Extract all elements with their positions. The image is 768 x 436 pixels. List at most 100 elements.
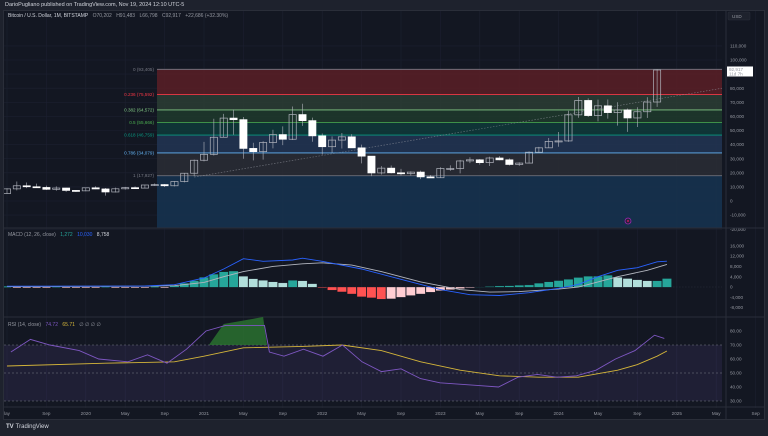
candle [22, 182, 31, 189]
candle [337, 133, 346, 149]
tradingview-logo[interactable]: TV TradingView [6, 424, 49, 430]
candle [91, 186, 100, 190]
chart-container[interactable]: 0 (93,405) 0.236 (75,592) 0.382 (64,572) 0.… [3, 10, 765, 420]
candle [544, 137, 553, 149]
rsi-value: 74.72 [45, 322, 58, 328]
candle [150, 183, 159, 186]
fib-band [157, 94, 722, 110]
svg-text:100,000: 100,000 [730, 58, 747, 63]
svg-text:Sep: Sep [633, 411, 642, 416]
svg-text:60.00: 60.00 [730, 357, 742, 362]
svg-text:40,000: 40,000 [730, 142, 744, 147]
svg-text:2020: 2020 [81, 411, 92, 416]
candle [406, 171, 415, 176]
candle [101, 188, 110, 196]
candle [278, 126, 287, 146]
ohlc-open: O70,202 [92, 13, 112, 19]
svg-text:May: May [712, 411, 721, 416]
macd-hist-value: 1,272 [60, 232, 73, 238]
candle [229, 109, 238, 135]
svg-text:50,000: 50,000 [730, 128, 744, 133]
svg-text:-4,000: -4,000 [730, 295, 743, 300]
currency-button[interactable] [727, 11, 751, 21]
candle [81, 187, 90, 192]
publisher-bar: DarioPugliano published on TradingView.c… [0, 0, 768, 10]
candle [318, 133, 327, 155]
candle [131, 186, 139, 190]
candle [121, 186, 130, 190]
candle [574, 96, 583, 118]
candle [495, 156, 504, 161]
svg-text:80,000: 80,000 [730, 86, 744, 91]
symbol-legend: Bitcoin / U.S. Dollar, 1M, BITSTAMP O70,… [8, 13, 231, 19]
svg-text:0.236 (75,592): 0.236 (75,592) [124, 92, 154, 97]
candle [288, 106, 297, 140]
svg-text:Sep: Sep [279, 411, 288, 416]
candle [446, 165, 455, 171]
svg-text:lay: lay [4, 411, 11, 416]
svg-text:-20,000: -20,000 [730, 227, 746, 232]
candle [4, 188, 11, 194]
svg-text:0.786 (34,079): 0.786 (34,079) [124, 150, 154, 155]
candle [170, 181, 179, 187]
fib-band [157, 135, 722, 153]
svg-text:0 (93,405): 0 (93,405) [133, 67, 154, 72]
candle [515, 162, 524, 166]
rsi-band [4, 345, 722, 401]
ohlc-high: H91,483 [116, 13, 136, 19]
svg-text:0: 0 [730, 285, 733, 290]
svg-text:2021: 2021 [199, 411, 210, 416]
rsi-extra: ∅ ∅ ∅ ∅ [79, 322, 101, 328]
ohlc-change: +22,686 (+32.30%) [185, 13, 229, 19]
svg-text:60,000: 60,000 [730, 114, 744, 119]
macd-line [6, 257, 667, 296]
candle [436, 167, 445, 179]
svg-text:Sep: Sep [752, 411, 761, 416]
candle [190, 159, 199, 177]
svg-text:8,000: 8,000 [730, 264, 742, 269]
svg-text:May: May [239, 411, 248, 416]
svg-text:11d 7h: 11d 7h [729, 71, 743, 76]
svg-text:May: May [594, 411, 603, 416]
svg-text:0.382 (64,572): 0.382 (64,572) [124, 107, 154, 112]
chart-canvas[interactable]: 0 (93,405) 0.236 (75,592) 0.382 (64,572) 0.… [4, 11, 764, 419]
candle [12, 181, 21, 191]
candle [466, 157, 474, 164]
candle [564, 110, 573, 142]
svg-text:12,000: 12,000 [730, 254, 744, 259]
rsi-legend: RSI (14, close) 74.72 65.71 ∅ ∅ ∅ ∅ [8, 322, 104, 328]
candle [180, 172, 189, 183]
candle [328, 136, 337, 153]
candle [594, 99, 602, 122]
macd-value: 10,030 [77, 232, 93, 238]
publisher-text: DarioPugliano published on TradingView.c… [5, 2, 185, 8]
candle [52, 186, 61, 191]
svg-text:May: May [121, 411, 130, 416]
fib-band [157, 69, 722, 95]
candle [584, 98, 593, 117]
svg-text:Sep: Sep [42, 411, 51, 416]
svg-text:70,000: 70,000 [730, 100, 744, 105]
svg-text:2023: 2023 [435, 411, 446, 416]
candle [62, 187, 71, 192]
svg-text:30.00: 30.00 [730, 399, 742, 404]
candle [209, 118, 218, 156]
candle [397, 168, 405, 176]
svg-text:0.618 (46,759): 0.618 (46,759) [124, 133, 154, 138]
svg-text:92,917: 92,917 [729, 67, 743, 72]
candle [377, 166, 386, 175]
svg-text:20,000: 20,000 [730, 170, 744, 175]
svg-text:50.00: 50.00 [730, 371, 742, 376]
rsi-ma-line [6, 344, 668, 378]
svg-text:2022: 2022 [317, 411, 328, 416]
candle [534, 146, 543, 153]
fib-band [157, 152, 722, 176]
candle [111, 187, 120, 193]
svg-text:40.00: 40.00 [730, 385, 742, 390]
candle [308, 117, 317, 142]
candle [475, 158, 484, 165]
candle [633, 107, 642, 127]
svg-text:0: 0 [730, 199, 733, 204]
last-price-label [727, 66, 753, 77]
candle [643, 97, 652, 118]
